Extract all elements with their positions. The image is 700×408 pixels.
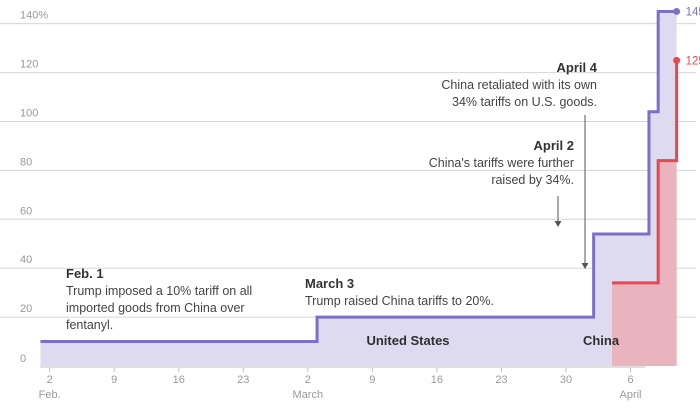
y-tick-label: 80 xyxy=(20,156,32,168)
x-tick-sublabel: Feb. xyxy=(39,389,61,401)
annotation-title: March 3 xyxy=(305,276,354,291)
x-tick-label: 9 xyxy=(111,374,117,386)
labels: 145% 125% United States China xyxy=(366,6,700,348)
x-tick-label: 30 xyxy=(560,374,572,386)
x-tick-label: 23 xyxy=(237,374,249,386)
y-tick-label: 0 xyxy=(20,353,26,365)
series-end-marker-1 xyxy=(673,56,681,64)
series-area-1 xyxy=(612,60,677,367)
annotation-text: raised by 34%. xyxy=(491,173,574,187)
annotations: Feb. 1 Trump imposed a 10% tariff on all i… xyxy=(66,60,598,332)
y-tick-label: 140% xyxy=(20,10,48,22)
x-tick-label: 9 xyxy=(369,374,375,386)
x-tick-label: 23 xyxy=(495,374,507,386)
series-end-label-0: 145% xyxy=(686,6,700,18)
annotation-text: Trump imposed a 10% tariff on all xyxy=(66,284,252,298)
series-end-label-1: 125% xyxy=(686,55,700,67)
x-tick-sublabel: March xyxy=(293,389,324,401)
annotation-title: April 4 xyxy=(557,60,598,75)
y-tick-label: 40 xyxy=(20,254,32,266)
annotation-arrowhead xyxy=(554,221,562,227)
y-tick-label: 100 xyxy=(20,107,38,119)
annotation-text: China retaliated with its own xyxy=(441,78,597,92)
x-tick-label: 16 xyxy=(431,374,443,386)
series-line-0 xyxy=(40,9,677,344)
series-name-label: United States xyxy=(366,333,449,348)
annotation-text: fentanyl. xyxy=(66,318,113,332)
series-name-label: China xyxy=(583,333,620,348)
y-tick-label: 20 xyxy=(20,303,32,315)
series-line-1 xyxy=(612,60,679,285)
annotation-text: China's tariffs were further xyxy=(429,156,574,170)
x-tick-label: 6 xyxy=(627,374,633,386)
annotation-title: April 2 xyxy=(534,138,574,153)
annotation-arrowhead xyxy=(581,263,589,269)
x-tick-label: 2 xyxy=(47,374,53,386)
annotation-title: Feb. 1 xyxy=(66,266,104,281)
annotation-text: 34% tariffs on U.S. goods. xyxy=(452,95,597,109)
x-tick-sublabel: April xyxy=(620,389,642,401)
series-lines xyxy=(40,7,681,344)
series-end-marker-0 xyxy=(673,7,681,15)
x-tick-label: 2 xyxy=(305,374,311,386)
y-tick-label: 60 xyxy=(20,205,32,217)
series-areas xyxy=(40,11,677,367)
axes: 2 Feb. 9 16 23 2 March 9 16 23 30 6 April xyxy=(39,366,645,401)
x-tick-label: 16 xyxy=(173,374,185,386)
annotation-text: imported goods from China over xyxy=(66,301,245,315)
annotation-text: Trump raised China tariffs to 20%. xyxy=(305,294,494,308)
y-tick-label: 120 xyxy=(20,59,38,71)
